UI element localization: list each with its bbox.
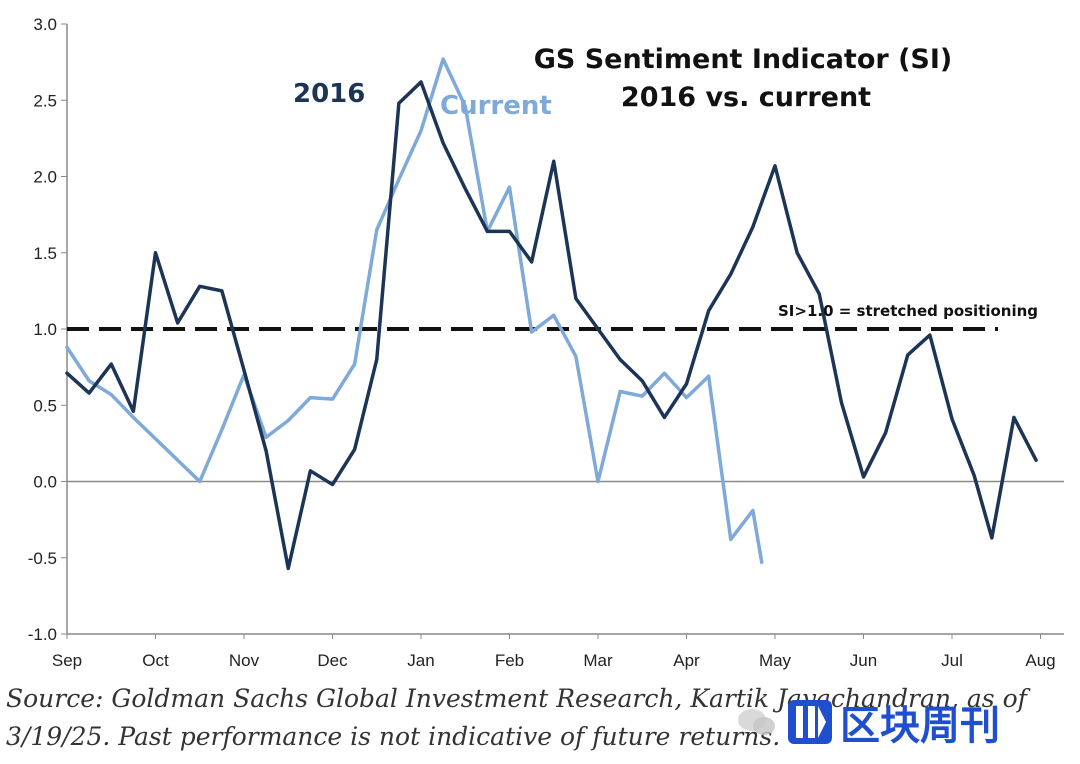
x-tick-label: Nov [229,651,260,670]
x-tick-label: Feb [495,651,524,670]
chart-title-line1: GS Sentiment Indicator (SI) [534,44,953,75]
y-tick-label: 2.0 [33,168,57,187]
y-tick-label: 1.5 [33,244,57,263]
y-tick-label: -0.5 [28,549,57,568]
watermark-text: 区块周刊 [840,703,1000,749]
logo-mark-icon [788,700,832,744]
y-tick-label: 1.0 [33,320,57,339]
y-tick-labels: 3.0 2.5 2.0 1.5 1.0 0.5 0.0 -0.5 -1.0 [28,15,57,644]
series-lines [65,57,1038,571]
y-tick-label: 2.5 [33,91,57,110]
x-tick-label: Aug [1025,651,1055,670]
y-tick-label: 0.0 [33,473,57,492]
x-tick-label: Jan [407,651,434,670]
y-tick-label: 3.0 [33,15,57,34]
source-text-line2: 3/19/25. Past performance is not indicat… [6,722,781,751]
x-tick-label: Jun [850,651,877,670]
sentiment-chart: 3.0 2.5 2.0 1.5 1.0 0.5 0.0 -0.5 -1.0 Sep Oct Nov D… [28,15,1064,670]
chart-title-line2: 2016 vs. current [621,82,871,113]
legend-label-2016: 2016 [293,79,365,109]
y-tick-label: 0.5 [33,396,57,415]
legend-label-current: Current [440,91,552,121]
series-line-2016 [65,80,1038,571]
y-tick-label: -1.0 [28,625,57,644]
x-tick-label: May [759,651,792,670]
watermark: 区块周刊 [730,690,1070,754]
x-tick-label: Dec [317,651,348,670]
x-tick-label: Sep [52,651,82,670]
threshold-label: SI>1.0 = stretched positioning [778,302,1038,320]
series-line-current [65,57,764,565]
x-tick-label: Apr [673,651,700,670]
x-tick-label: Mar [583,651,613,670]
x-tick-labels: Sep Oct Nov Dec Jan Feb Mar Apr May Jun Jul Aug [52,651,1056,670]
x-tick-label: Jul [941,651,963,670]
wechat-icon [738,709,775,735]
source-text-line1: Source: Goldman Sachs Global Investment … [6,684,1027,713]
x-tick-label: Oct [142,651,169,670]
